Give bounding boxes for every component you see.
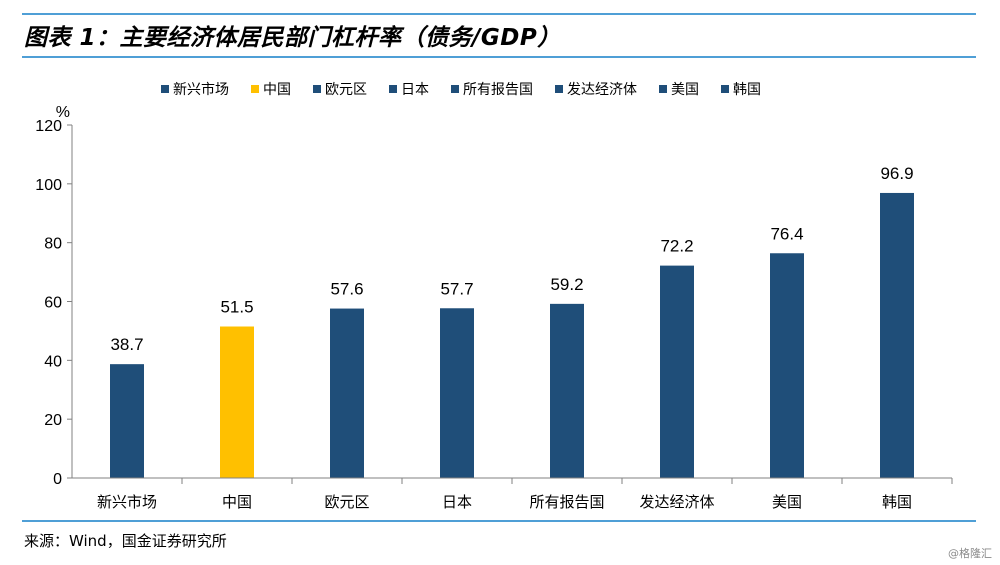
legend-item-label: 发达经济体 bbox=[567, 82, 637, 98]
bar-value-label: 38.7 bbox=[110, 335, 143, 354]
legend-swatch bbox=[555, 85, 563, 93]
legend-swatch bbox=[251, 85, 259, 93]
y-tick-label: 60 bbox=[44, 295, 62, 312]
bar-2 bbox=[220, 326, 254, 478]
bar-value-label: 72.2 bbox=[660, 237, 693, 256]
x-category-label: 所有报告国 bbox=[529, 493, 604, 511]
legend-item-label: 欧元区 bbox=[325, 82, 367, 98]
bar-value-label: 57.7 bbox=[440, 279, 473, 298]
legend-item-label: 中国 bbox=[263, 82, 291, 98]
x-category-label: 欧元区 bbox=[324, 493, 369, 511]
legend-swatch bbox=[161, 85, 169, 93]
x-category-label: 中国 bbox=[222, 493, 252, 511]
x-axis: 新兴市场 中国 欧元区 日本 所有报告国 发达经济体 美国 韩国 bbox=[72, 477, 953, 511]
y-tick-label: 20 bbox=[44, 412, 62, 429]
bars: 38.7 51.5 57.6 57.7 59.2 72.2 76.4 96.9 bbox=[110, 164, 914, 478]
title-rule-bottom bbox=[22, 56, 976, 58]
legend-swatch bbox=[451, 85, 459, 93]
legend-swatch bbox=[389, 85, 397, 93]
source-note: 来源：Wind，国金证券研究所 bbox=[24, 532, 227, 550]
bar-value-label: 59.2 bbox=[550, 275, 583, 294]
bar-value-label: 51.5 bbox=[220, 298, 253, 317]
x-category-label: 发达经济体 bbox=[639, 493, 714, 511]
bar-3 bbox=[330, 308, 364, 478]
legend-swatch bbox=[659, 85, 667, 93]
y-tick-label: 80 bbox=[44, 236, 62, 253]
bar-6 bbox=[660, 265, 694, 478]
y-tick-label: 100 bbox=[35, 177, 62, 194]
y-axis-unit-label: % bbox=[56, 104, 70, 121]
y-axis: 0 20 40 60 80 100 120% bbox=[35, 104, 73, 488]
x-category-label: 韩国 bbox=[882, 493, 912, 511]
y-tick-label: 120 bbox=[35, 118, 62, 135]
legend: 新兴市场 中国 欧元区 日本 所有报告国 发达经济体 美国 韩国 bbox=[161, 81, 761, 98]
bar-value-label: 96.9 bbox=[880, 164, 913, 183]
chart-title: 图表 1：主要经济体居民部门杠杆率（债务/GDP） bbox=[24, 25, 561, 51]
bar-value-label: 57.6 bbox=[330, 280, 363, 299]
x-category-label: 美国 bbox=[772, 493, 802, 511]
bar-1 bbox=[110, 364, 144, 478]
legend-item-label: 新兴市场 bbox=[173, 81, 229, 98]
legend-swatch bbox=[721, 85, 729, 93]
bar-8 bbox=[880, 192, 914, 478]
source-rule bbox=[22, 520, 976, 522]
bar-5 bbox=[550, 303, 584, 478]
y-tick-label: 0 bbox=[53, 471, 62, 488]
legend-item-label: 美国 bbox=[671, 82, 699, 98]
y-tick-label: 40 bbox=[44, 353, 62, 370]
bar-value-label: 76.4 bbox=[770, 224, 803, 243]
legend-item-label: 所有报告国 bbox=[463, 82, 533, 98]
bar-4 bbox=[440, 308, 474, 478]
legend-swatch bbox=[313, 85, 321, 93]
watermark: @格隆汇 bbox=[948, 547, 992, 560]
bar-7 bbox=[770, 253, 804, 478]
title-rule-top bbox=[22, 13, 976, 15]
legend-item-label: 日本 bbox=[401, 82, 429, 98]
x-category-label: 日本 bbox=[442, 493, 472, 511]
x-category-label: 新兴市场 bbox=[97, 493, 157, 511]
legend-item-label: 韩国 bbox=[733, 82, 761, 98]
